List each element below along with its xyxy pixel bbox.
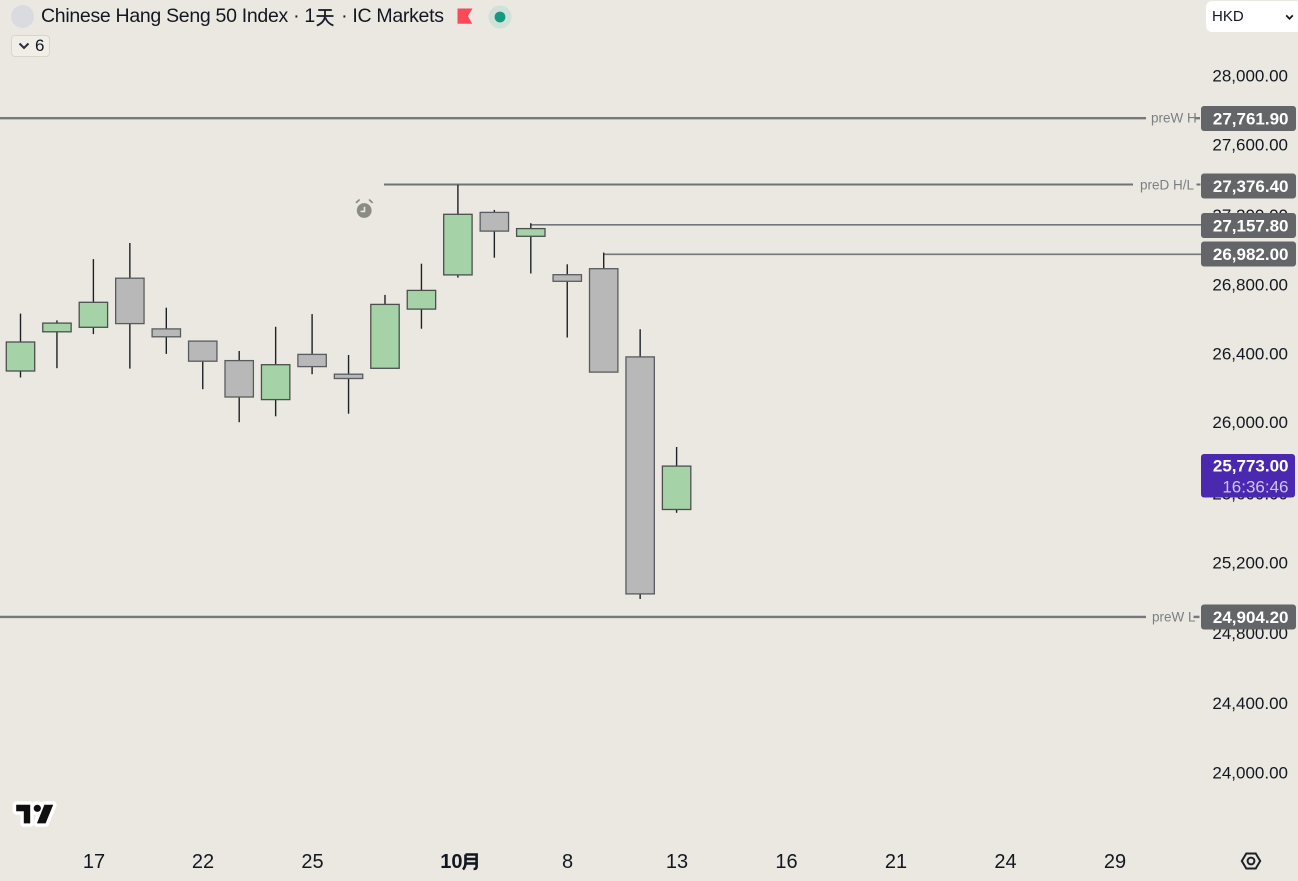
svg-text:27,376.40: 27,376.40 <box>1213 177 1289 196</box>
svg-text:29: 29 <box>1104 851 1126 873</box>
svg-text:10: 10 <box>440 851 462 873</box>
svg-text:26,400.00: 26,400.00 <box>1212 344 1288 363</box>
svg-text:27,761.90: 27,761.90 <box>1213 110 1289 129</box>
svg-text:13: 13 <box>666 851 688 873</box>
svg-text:27,157.80: 27,157.80 <box>1213 217 1289 236</box>
svg-text:16:36:46: 16:36:46 <box>1222 478 1288 497</box>
svg-text:8: 8 <box>562 851 573 873</box>
svg-text:25,773.00: 25,773.00 <box>1213 457 1289 476</box>
svg-text:17: 17 <box>83 851 105 873</box>
svg-text:26,800.00: 26,800.00 <box>1212 276 1288 295</box>
svg-text:22: 22 <box>192 851 214 873</box>
svg-text:25: 25 <box>301 851 323 873</box>
svg-text:preW L: preW L <box>1152 610 1196 625</box>
svg-text:28,000.00: 28,000.00 <box>1212 67 1288 86</box>
svg-text:24,904.20: 24,904.20 <box>1213 608 1289 627</box>
svg-text:25,200.00: 25,200.00 <box>1212 553 1288 572</box>
svg-text:21: 21 <box>885 851 907 873</box>
svg-text:16: 16 <box>775 851 797 873</box>
svg-text:24,400.00: 24,400.00 <box>1212 694 1288 713</box>
svg-text:26,000.00: 26,000.00 <box>1212 413 1288 432</box>
svg-text:preD H/L: preD H/L <box>1140 178 1195 193</box>
svg-text:24,000.00: 24,000.00 <box>1212 764 1288 783</box>
svg-text:24: 24 <box>994 851 1016 873</box>
svg-text:26,982.00: 26,982.00 <box>1213 245 1289 264</box>
svg-text:preW H: preW H <box>1151 111 1197 126</box>
svg-text:27,600.00: 27,600.00 <box>1212 135 1288 154</box>
